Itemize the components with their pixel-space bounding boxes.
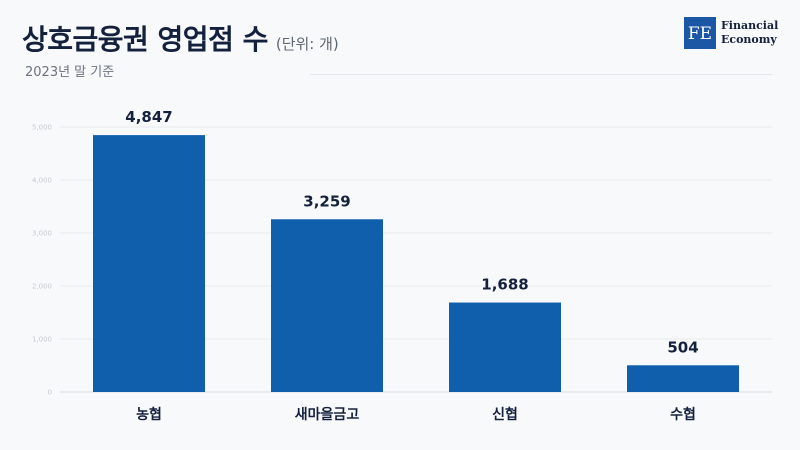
bars-layer [93,135,739,392]
fe-logo-mark: FE [688,24,712,44]
chart-subtitle: 2023년 말 기준 [25,65,115,80]
logo-line-1: Financial [721,19,779,32]
y-tick-label: 5,000 [32,124,52,132]
x-tick-label: 새마을금고 [295,407,360,423]
y-axis-ticks: 0 1,000 2,000 3,000 4,000 5,000 [32,124,52,397]
value-label: 1,688 [481,276,528,294]
y-tick-label: 0 [48,389,52,397]
y-tick-label: 3,000 [32,230,52,238]
x-tick-label: 농협 [136,407,162,423]
fe-logo-icon: FE [684,17,716,49]
chart-title: 상호금융권 영업점 수 [22,23,268,56]
x-tick-label: 수협 [670,407,696,423]
logo-wordmark: Financial Economy [721,19,778,47]
x-tick-label: 신협 [492,407,518,423]
value-labels-layer: 4,847 3,259 1,688 504 [125,108,698,356]
logo-line-2: Economy [721,33,777,46]
header-divider [310,74,772,75]
bar [93,135,205,392]
value-label: 3,259 [303,192,350,210]
bar [271,219,383,392]
chart-header: 상호금융권 영업점 수 (단위: 개) 2023년 말 기준 FE Financ… [0,0,800,90]
bar [449,302,561,392]
title-row: 상호금융권 영업점 수 (단위: 개) [22,18,339,58]
y-tick-label: 1,000 [32,336,52,344]
logo-mark-text: FE [688,24,712,44]
value-label: 4,847 [125,108,172,126]
financial-economy-logo: FE Financial Economy [684,17,778,49]
y-tick-label: 4,000 [32,177,52,185]
bar [627,365,739,392]
value-label: 504 [667,338,698,356]
y-tick-label: 2,000 [32,283,52,291]
unit-label: (단위: 개) [275,35,339,53]
x-axis-ticks: 농협 새마을금고 신협 수협 [136,407,696,423]
